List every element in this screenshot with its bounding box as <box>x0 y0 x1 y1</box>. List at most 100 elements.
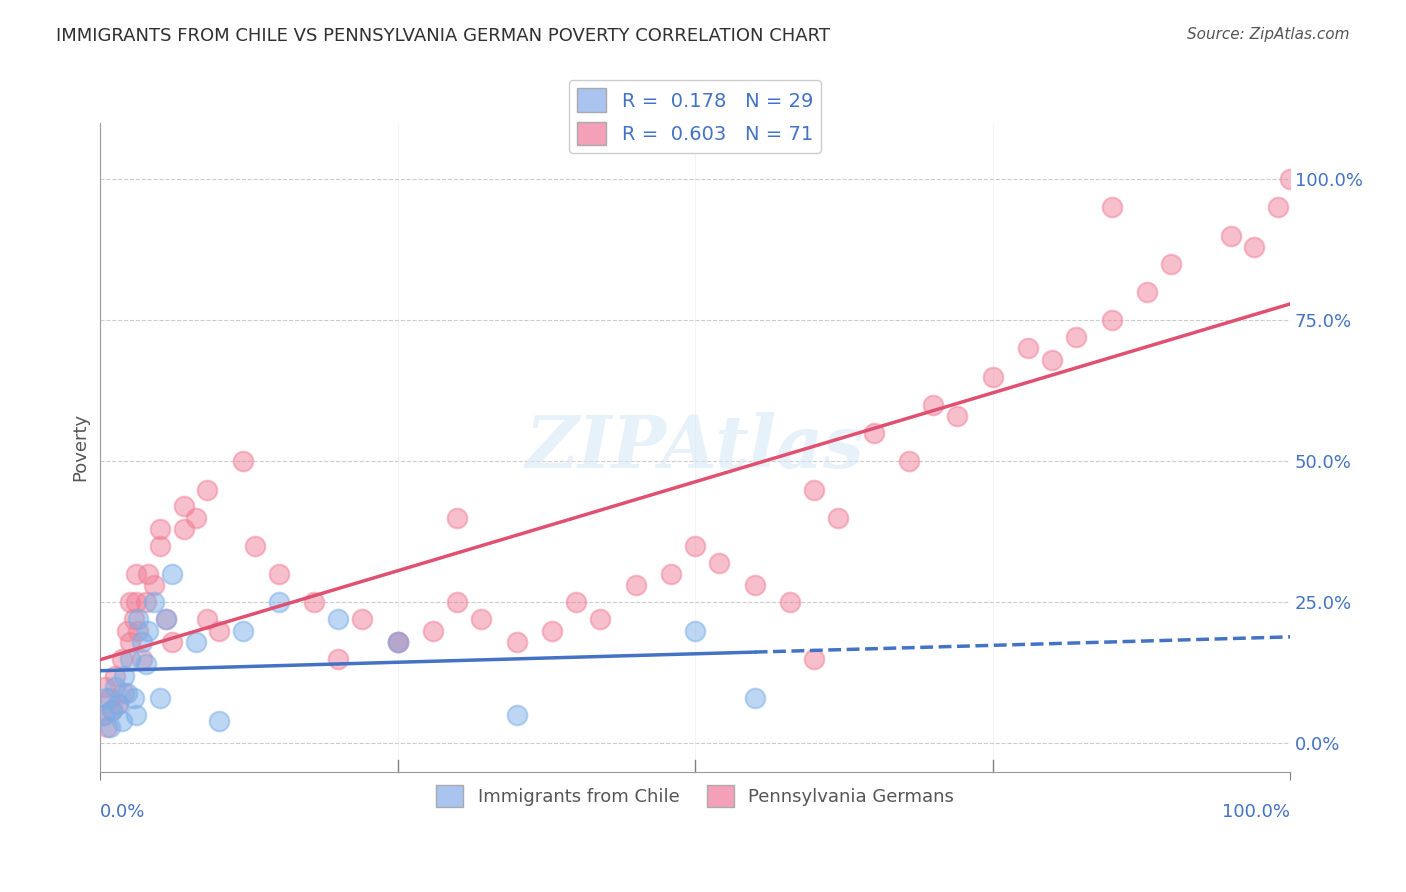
Point <box>506 708 529 723</box>
Point <box>136 624 159 638</box>
Point <box>127 624 149 638</box>
Point <box>93 708 115 723</box>
Point <box>1101 200 1123 214</box>
Point <box>304 595 326 609</box>
Point <box>91 708 114 723</box>
Point <box>104 680 127 694</box>
Point <box>1267 200 1289 214</box>
Point <box>981 369 1004 384</box>
Text: 0.0%: 0.0% <box>100 803 146 821</box>
Point <box>96 720 118 734</box>
Point <box>155 612 177 626</box>
Point <box>446 510 468 524</box>
Point <box>1064 330 1087 344</box>
Point <box>328 652 350 666</box>
Point <box>160 567 183 582</box>
Point <box>898 454 921 468</box>
Point <box>96 691 118 706</box>
Text: IMMIGRANTS FROM CHILE VS PENNSYLVANIA GERMAN POVERTY CORRELATION CHART: IMMIGRANTS FROM CHILE VS PENNSYLVANIA GE… <box>56 27 830 45</box>
Point <box>352 612 374 626</box>
Point <box>565 595 588 609</box>
Point <box>446 595 468 609</box>
Point <box>122 691 145 706</box>
Point <box>120 595 142 609</box>
Point <box>1279 172 1302 186</box>
Point <box>624 578 647 592</box>
Point <box>173 500 195 514</box>
Point <box>1136 285 1159 299</box>
Point <box>541 624 564 638</box>
Point <box>744 691 766 706</box>
Legend: R =  0.178   N = 29, R =  0.603   N = 71: R = 0.178 N = 29, R = 0.603 N = 71 <box>569 80 821 153</box>
Point <box>131 652 153 666</box>
Point <box>135 595 157 609</box>
Point <box>197 612 219 626</box>
Point <box>243 539 266 553</box>
Point <box>107 697 129 711</box>
Point <box>142 595 165 609</box>
Point <box>136 567 159 582</box>
Point <box>111 652 134 666</box>
Point <box>112 669 135 683</box>
Point <box>1040 352 1063 367</box>
Point <box>155 612 177 626</box>
Point <box>115 624 138 638</box>
Point <box>131 635 153 649</box>
Point <box>683 539 706 553</box>
Point <box>661 567 683 582</box>
Point <box>125 595 148 609</box>
Point <box>744 578 766 592</box>
Point <box>94 680 117 694</box>
Point <box>173 522 195 536</box>
Point <box>232 624 254 638</box>
Point <box>922 398 945 412</box>
Point <box>101 703 124 717</box>
Point <box>862 426 884 441</box>
Point <box>946 409 969 424</box>
Point <box>149 691 172 706</box>
Point <box>267 567 290 582</box>
Point <box>197 483 219 497</box>
Point <box>184 510 207 524</box>
Point <box>803 652 825 666</box>
Point <box>506 635 529 649</box>
Point <box>328 612 350 626</box>
Point <box>160 635 183 649</box>
Point <box>122 612 145 626</box>
Point <box>1101 313 1123 327</box>
Point <box>208 714 231 728</box>
Point <box>149 539 172 553</box>
Point <box>111 714 134 728</box>
Text: 100.0%: 100.0% <box>1222 803 1291 821</box>
Point <box>232 454 254 468</box>
Point <box>98 720 121 734</box>
Point <box>1243 240 1265 254</box>
Point <box>683 624 706 638</box>
Point <box>803 483 825 497</box>
Point <box>1219 228 1241 243</box>
Point <box>707 556 730 570</box>
Point <box>1017 342 1039 356</box>
Point <box>112 686 135 700</box>
Point <box>127 612 149 626</box>
Point <box>184 635 207 649</box>
Point <box>142 578 165 592</box>
Point <box>135 657 157 672</box>
Point <box>98 691 121 706</box>
Point <box>387 635 409 649</box>
Point <box>387 635 409 649</box>
Point <box>120 635 142 649</box>
Point <box>827 510 849 524</box>
Point <box>120 652 142 666</box>
Y-axis label: Poverty: Poverty <box>72 413 89 482</box>
Point <box>115 686 138 700</box>
Point <box>208 624 231 638</box>
Point <box>107 697 129 711</box>
Point <box>149 522 172 536</box>
Point <box>589 612 612 626</box>
Point <box>1160 257 1182 271</box>
Text: ZIPAtlas: ZIPAtlas <box>526 412 865 483</box>
Point <box>387 635 409 649</box>
Point <box>267 595 290 609</box>
Point <box>125 708 148 723</box>
